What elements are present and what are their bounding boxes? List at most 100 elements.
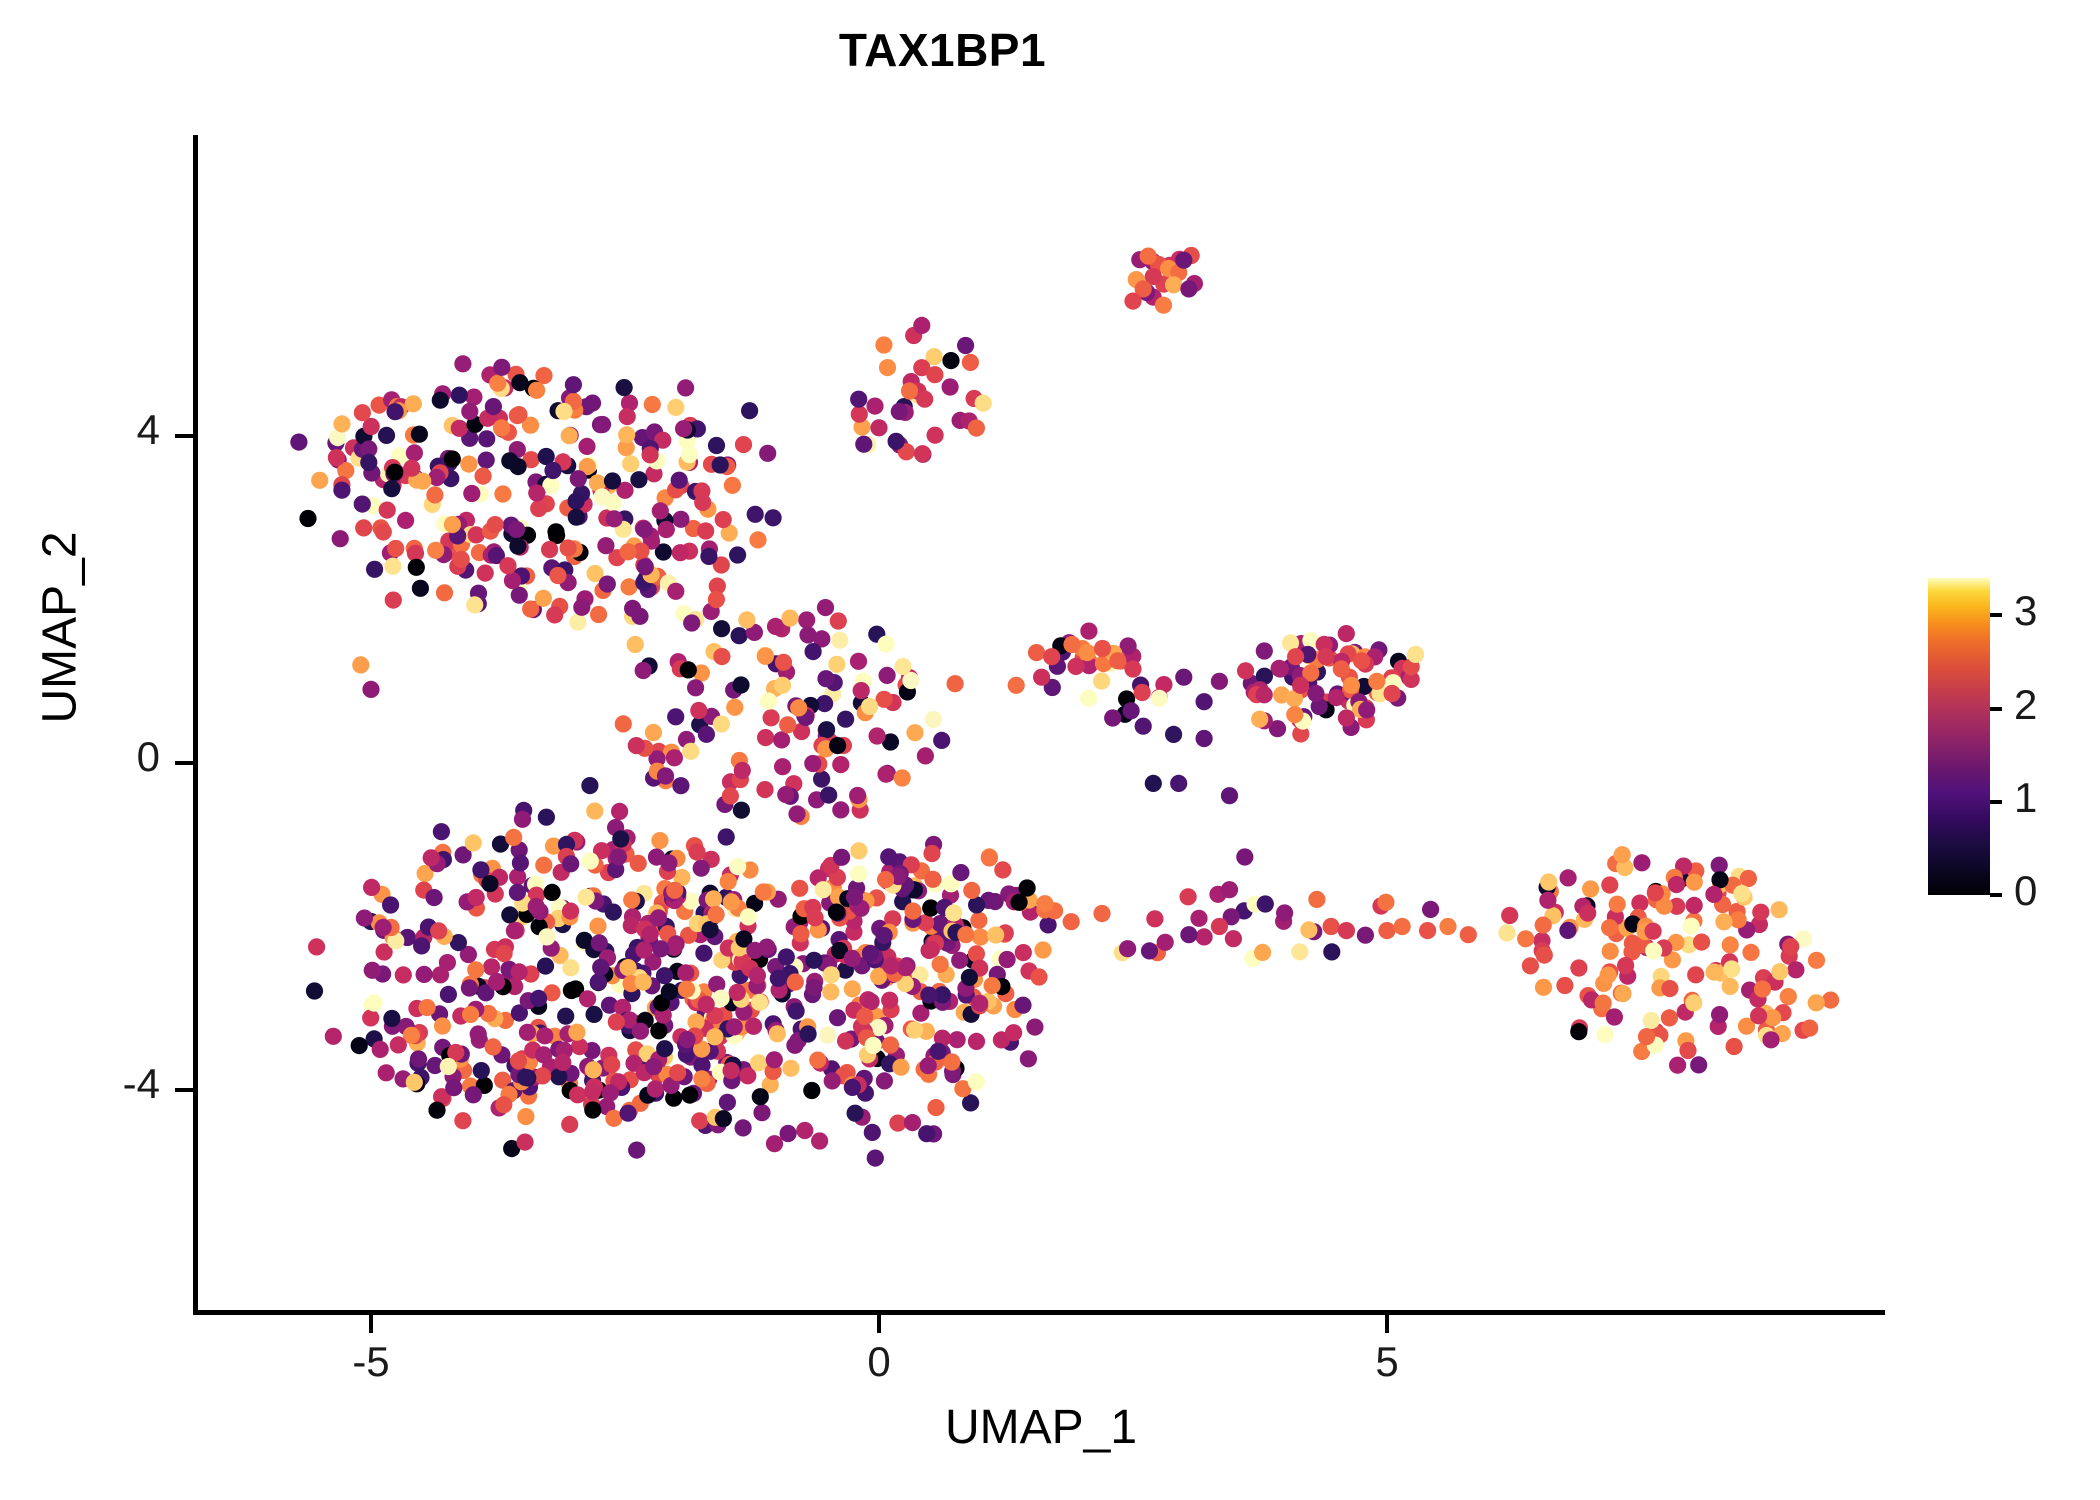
- scatter-point: [492, 419, 511, 437]
- scatter-point: [431, 391, 449, 409]
- scatter-point: [487, 546, 505, 565]
- scatter-point: [620, 394, 639, 412]
- scatter-point: [1645, 942, 1663, 960]
- scatter-point: [665, 938, 683, 957]
- scatter-point: [732, 676, 750, 694]
- scatter-point: [1292, 725, 1310, 743]
- scatter-point: [509, 537, 527, 555]
- scatter-point: [870, 419, 888, 437]
- scatter-point: [923, 844, 941, 863]
- scatter-point: [1180, 280, 1198, 298]
- scatter-point: [822, 966, 840, 984]
- scatter-point: [646, 1080, 664, 1098]
- scatter-point: [374, 918, 392, 937]
- scatter-point: [759, 692, 778, 710]
- scatter-point: [1119, 940, 1137, 958]
- scatter-point: [1327, 689, 1345, 707]
- scatter-point: [1687, 966, 1705, 984]
- scatter-point: [363, 878, 381, 897]
- scatter-point: [634, 973, 652, 991]
- scatter-point: [1286, 706, 1304, 724]
- x-tick-mark: [1385, 1315, 1389, 1333]
- scatter-point: [791, 879, 809, 897]
- scatter-point: [1134, 717, 1152, 735]
- scatter-point: [503, 1140, 521, 1158]
- scatter-point: [881, 1036, 900, 1054]
- scatter-point: [1733, 885, 1751, 903]
- scatter-point: [1080, 622, 1098, 640]
- scatter-point: [355, 519, 373, 537]
- scatter-point: [377, 1064, 395, 1082]
- scatter-point: [732, 801, 751, 819]
- scatter-point: [667, 582, 685, 600]
- scatter-point: [411, 579, 429, 597]
- scatter-point: [386, 463, 404, 481]
- scatter-point: [374, 523, 392, 541]
- scatter-point: [461, 402, 479, 420]
- scatter-point: [503, 572, 522, 590]
- scatter-point: [878, 666, 896, 685]
- scatter-point: [567, 492, 585, 510]
- scatter-point: [1663, 951, 1681, 969]
- scatter-point: [1332, 660, 1350, 678]
- scatter-point: [590, 605, 608, 624]
- scatter-point: [522, 451, 540, 469]
- scatter-point: [963, 881, 981, 900]
- scatter-point: [489, 374, 507, 392]
- scatter-point: [605, 510, 623, 528]
- scatter-point: [662, 1076, 680, 1094]
- scatter-point: [779, 716, 797, 734]
- scatter-point: [722, 893, 740, 911]
- scatter-point: [823, 1072, 841, 1090]
- scatter-point: [804, 643, 822, 661]
- scatter-point: [673, 868, 691, 887]
- scatter-point: [517, 1108, 535, 1126]
- scatter-point: [550, 1068, 568, 1086]
- scatter-point: [378, 501, 396, 519]
- scatter-point: [1281, 634, 1300, 652]
- scatter-point: [546, 606, 564, 624]
- scatter-point: [636, 558, 654, 576]
- scatter-point: [384, 591, 402, 609]
- scatter-point: [416, 864, 434, 883]
- scatter-point: [892, 1058, 910, 1076]
- scatter-point: [537, 447, 555, 466]
- scatter-point: [887, 432, 905, 450]
- scatter-point: [682, 742, 700, 760]
- scatter-point: [765, 1135, 784, 1153]
- scatter-point: [418, 999, 436, 1017]
- scatter-point: [491, 835, 510, 853]
- scatter-point: [713, 648, 731, 666]
- colorbar-gradient: [1928, 578, 1990, 895]
- scatter-point: [1043, 648, 1061, 666]
- scatter-point: [1027, 644, 1046, 662]
- scatter-point: [754, 883, 772, 901]
- scatter-point: [1210, 672, 1228, 690]
- scatter-point: [562, 902, 580, 920]
- scatter-point: [1742, 943, 1760, 962]
- scatter-point: [1660, 1009, 1678, 1027]
- scatter-point: [814, 881, 832, 899]
- scatter-point: [868, 727, 886, 745]
- scatter-point: [541, 541, 559, 559]
- scatter-point: [631, 1022, 650, 1040]
- scatter-point: [1556, 976, 1574, 995]
- scatter-point: [1175, 251, 1193, 269]
- scatter-point: [622, 917, 640, 935]
- scatter-point: [495, 944, 513, 963]
- scatter-point: [383, 1009, 401, 1028]
- scatter-point: [363, 961, 381, 979]
- scatter-point: [967, 1032, 986, 1050]
- scatter-point: [1287, 648, 1305, 666]
- scatter-point: [701, 921, 719, 939]
- scatter-point: [1195, 928, 1213, 946]
- legend-colorbar: 3 2 1 0: [1928, 578, 2078, 914]
- scatter-point: [672, 777, 690, 795]
- scatter-point: [433, 1017, 452, 1035]
- scatter-point: [614, 715, 632, 733]
- scatter-point: [1407, 645, 1425, 663]
- scatter-point: [1675, 857, 1693, 875]
- scatter-point: [428, 468, 446, 487]
- scatter-point: [644, 953, 662, 971]
